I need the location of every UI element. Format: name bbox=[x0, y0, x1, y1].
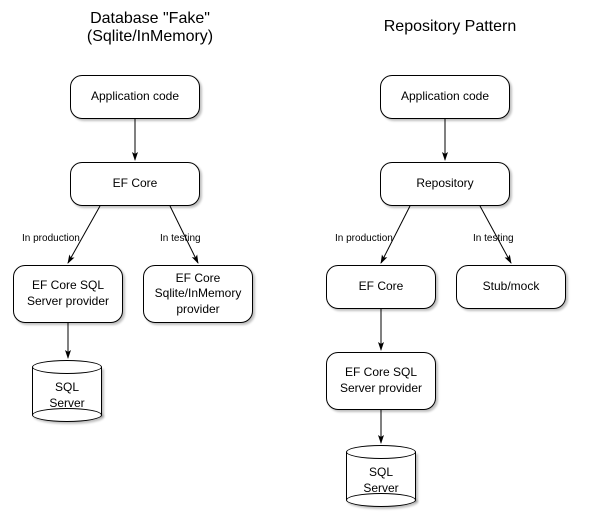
cylinder-top bbox=[346, 445, 416, 459]
edge-label-left-testing: In testing bbox=[160, 233, 201, 244]
node-left-application-code: Application code bbox=[70, 75, 200, 119]
edge-label-right-production: In production bbox=[335, 233, 393, 244]
cylinder-label: SQL Server bbox=[346, 465, 416, 496]
cylinder-right-sql-server: SQL Server bbox=[346, 445, 416, 507]
node-left-ef-sqlserver-provider: EF Core SQL Server provider bbox=[13, 265, 123, 323]
node-right-application-code: Application code bbox=[380, 75, 510, 119]
cylinder-label: SQL Server bbox=[32, 380, 102, 411]
node-right-stub-mock: Stub/mock bbox=[456, 265, 566, 309]
edge-label-left-production: In production bbox=[22, 233, 80, 244]
cylinder-top bbox=[32, 360, 102, 374]
edge-label-right-testing: In testing bbox=[473, 233, 514, 244]
node-right-ef-sqlserver-provider: EF Core SQL Server provider bbox=[326, 352, 436, 410]
node-left-ef-core: EF Core bbox=[70, 162, 200, 206]
node-left-ef-sqlite-provider: EF Core Sqlite/InMemory provider bbox=[143, 265, 253, 323]
node-right-ef-core: EF Core bbox=[326, 265, 436, 309]
diagram-title-right: Repository Pattern bbox=[360, 18, 540, 36]
diagram-title-left: Database "Fake" (Sqlite/InMemory) bbox=[60, 10, 240, 46]
node-right-repository: Repository bbox=[380, 162, 510, 206]
cylinder-left-sql-server: SQL Server bbox=[32, 360, 102, 422]
